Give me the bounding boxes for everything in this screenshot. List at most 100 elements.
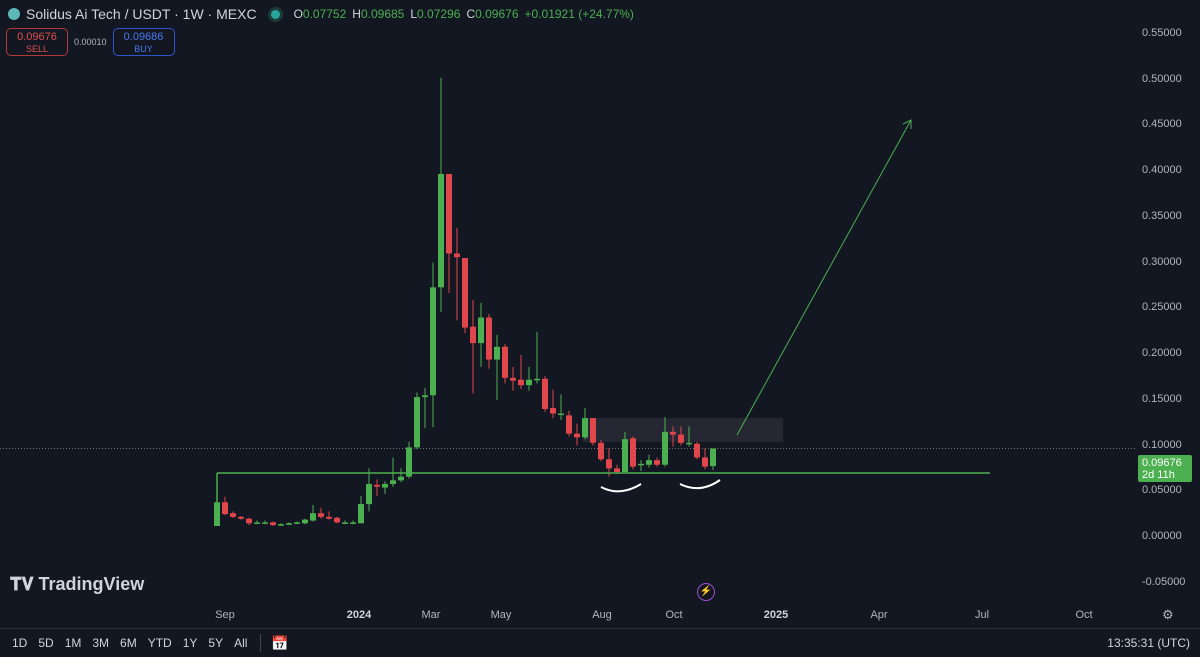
candle-body: [518, 379, 524, 386]
candle-body: [470, 326, 476, 344]
sell-label: SELL: [25, 44, 49, 54]
date-range-icon[interactable]: 📅: [271, 634, 289, 651]
close-label: C: [466, 7, 476, 21]
candle-body: [414, 397, 420, 448]
buy-label: BUY: [134, 44, 153, 54]
candle-body: [326, 516, 332, 519]
candle-body: [638, 463, 644, 466]
ohlc-values: O0.07752 H0.09685 L0.07296 C0.09676 +0.0…: [294, 7, 634, 21]
candle-body: [582, 418, 588, 438]
buy-price: 0.09686: [123, 31, 164, 43]
range-button-5y[interactable]: 5Y: [208, 636, 224, 650]
candle-body: [318, 513, 324, 517]
resistance-zone: [583, 418, 783, 442]
candle-body: [534, 378, 540, 381]
tv-logo-icon: 𝐓𝐕: [10, 574, 34, 594]
brand-name: TradingView: [38, 574, 145, 594]
low-value: 0.07296: [417, 7, 461, 21]
market-status-icon: [270, 9, 280, 19]
last-price-label: 0.09676 2d 11h: [1138, 455, 1192, 482]
time-tick: Aug: [592, 609, 612, 621]
range-button-1y[interactable]: 1Y: [182, 636, 198, 650]
candle-body: [542, 378, 548, 409]
low-label: L: [410, 7, 418, 21]
sell-button[interactable]: 0.09676 SELL: [6, 28, 68, 56]
candle-body: [278, 524, 284, 526]
candle-body: [446, 173, 452, 254]
spread: 0.00010: [74, 37, 107, 47]
coin-logo-icon: [8, 8, 20, 20]
candle-body: [406, 447, 412, 477]
candle-body: [590, 418, 596, 443]
bottom-toolbar: 1D 5D 1M 3M 6M YTD 1Y 5Y All 📅 13:35:31 (UTC): [0, 628, 1200, 657]
candle-body: [310, 513, 316, 521]
candle-body: [254, 522, 260, 524]
candle-body: [230, 513, 236, 517]
range-button-ytd[interactable]: YTD: [147, 636, 172, 650]
candle-body: [454, 253, 460, 258]
close-value: 0.09676: [475, 7, 519, 21]
candle-body: [246, 518, 252, 524]
trade-panel: 0.09676 SELL 0.00010 0.09686 BUY: [6, 28, 175, 56]
range-button-5d[interactable]: 5D: [38, 636, 54, 650]
range-button-1d[interactable]: 1D: [12, 636, 28, 650]
candle-body: [526, 379, 532, 386]
settings-icon[interactable]: ⚙: [1162, 607, 1174, 622]
price-tick: 0.15000: [1142, 392, 1182, 405]
change-value: +0.01921 (+24.77%): [524, 7, 634, 21]
price-tick: -0.05000: [1142, 575, 1186, 588]
open-value: 0.07752: [302, 7, 347, 21]
candle-body: [606, 459, 612, 469]
range-button-all[interactable]: All: [234, 636, 248, 650]
lightning-icon[interactable]: ⚡: [697, 583, 715, 601]
candle-body: [398, 476, 404, 481]
high-value: 0.09685: [360, 7, 405, 21]
time-tick: Sep: [215, 609, 235, 621]
candle-body: [654, 460, 660, 465]
candle-body: [358, 504, 364, 524]
price-tick: 0.10000: [1142, 438, 1182, 451]
time-tick: Jul: [974, 609, 990, 621]
candle-body: [390, 480, 396, 484]
tradingview-logo[interactable]: 𝐓𝐕 TradingView: [10, 574, 144, 595]
price-tick: 0.20000: [1142, 347, 1182, 360]
candle-body: [566, 415, 572, 434]
candle-body: [486, 317, 492, 360]
candle-body: [670, 431, 676, 435]
price-tick: 0.35000: [1142, 209, 1182, 222]
time-tick: 2024: [346, 609, 372, 621]
candle-body: [214, 502, 220, 527]
candle-body: [342, 522, 348, 524]
time-tick: 2025: [763, 609, 789, 621]
price-tick: 0.55000: [1142, 27, 1182, 40]
candle-body: [694, 443, 700, 458]
time-tick: Apr: [870, 609, 888, 621]
symbol-header: Solidus Ai Tech / USDT · 1W · MEXC O0.07…: [8, 6, 634, 22]
last-price: 0.09676: [1142, 457, 1182, 469]
bottom-curve-1: [600, 483, 642, 493]
candle-body: [614, 468, 620, 473]
price-tick: 0.30000: [1142, 255, 1182, 268]
candle-body: [302, 519, 308, 524]
candle-body: [462, 258, 468, 328]
price-chart[interactable]: [0, 0, 1200, 628]
buy-button[interactable]: 0.09686 BUY: [112, 28, 175, 56]
candle-body: [294, 522, 300, 524]
clock[interactable]: 13:35:31 (UTC): [1107, 636, 1190, 650]
range-button-3m[interactable]: 3M: [92, 636, 110, 650]
time-tick: Oct: [1075, 609, 1093, 621]
candle-body: [630, 438, 636, 467]
range-button-1m[interactable]: 1M: [64, 636, 82, 650]
bottom-curve-2: [679, 479, 721, 490]
candle-body: [702, 457, 708, 467]
symbol-title[interactable]: Solidus Ai Tech / USDT · 1W · MEXC: [26, 6, 257, 22]
candle-body: [494, 346, 500, 360]
candle-body: [222, 502, 228, 515]
range-button-6m[interactable]: 6M: [120, 636, 137, 650]
candle-body: [598, 442, 604, 460]
candle-body: [286, 523, 292, 525]
time-tick: Oct: [665, 609, 683, 621]
bar-countdown: 2d 11h: [1142, 469, 1175, 481]
price-tick: 0.00000: [1142, 530, 1182, 542]
candle-body: [678, 434, 684, 443]
